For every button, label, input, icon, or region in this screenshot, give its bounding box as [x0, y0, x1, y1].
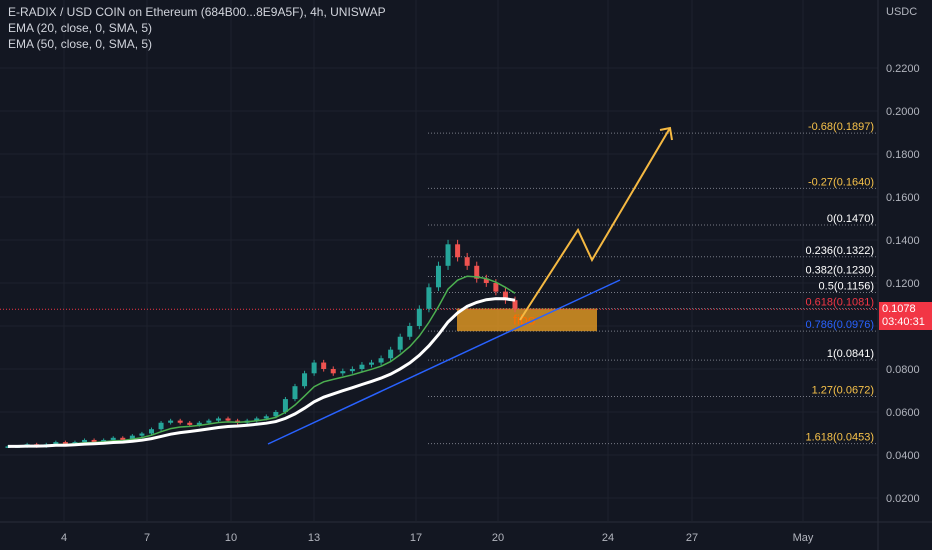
- last-price-badge: 0.1078 03:40:31: [879, 302, 932, 330]
- symbol-title[interactable]: E-RADIX / USD COIN on Ethereum (684B00..…: [8, 5, 386, 19]
- y-tick-label: 0.0400: [886, 450, 920, 462]
- candle-body: [215, 418, 221, 421]
- trendline: [267, 279, 621, 445]
- countdown-value: 03:40:31: [882, 316, 925, 328]
- candle-body: [455, 244, 461, 258]
- candle-body: [110, 437, 116, 440]
- legend: E-RADIX / USD COIN on Ethereum (684B00..…: [8, 4, 386, 52]
- candle-body: [493, 283, 499, 292]
- y-tick-label: 0.1400: [886, 235, 920, 247]
- fib-level-label: 0.236(0.1322): [806, 245, 875, 257]
- fib-level-label: 0.382(0.1230): [806, 265, 875, 277]
- fibo-zone-label: fibo: [513, 312, 536, 328]
- y-tick-label: 0.1800: [886, 149, 920, 161]
- currency-label: USDC: [886, 6, 917, 18]
- candle-body: [397, 336, 403, 350]
- fib-level-label: 1.27(0.0672): [812, 385, 874, 397]
- candle-body: [206, 420, 212, 423]
- fib-level-label: 0(0.1470): [827, 213, 874, 225]
- projection-path: [519, 127, 671, 321]
- ema50-legend[interactable]: EMA (50, close, 0, SMA, 5): [8, 37, 153, 51]
- candle-body: [435, 265, 441, 288]
- candle-body: [359, 364, 365, 369]
- candle-body: [273, 412, 279, 417]
- candle-body: [349, 369, 355, 372]
- fib-level-label: 1(0.0841): [827, 348, 874, 360]
- candle-body: [129, 435, 135, 440]
- candle-body: [330, 369, 336, 374]
- candle-body: [158, 422, 164, 430]
- ema50-line: [8, 297, 516, 448]
- candle-body: [101, 439, 107, 443]
- candle-body: [168, 420, 174, 423]
- candle-body: [177, 420, 183, 423]
- candle-body: [321, 362, 327, 369]
- last-price-value: 0.1078: [882, 303, 916, 315]
- x-tick-label: 17: [410, 532, 422, 544]
- fib-level-label: 0.618(0.1081): [806, 297, 875, 309]
- candle-body: [464, 257, 470, 266]
- candle-body: [254, 418, 260, 421]
- y-tick-label: 0.0800: [886, 364, 920, 376]
- x-tick-label: 27: [686, 532, 698, 544]
- candle-body: [311, 362, 317, 374]
- candle-body: [407, 326, 413, 337]
- candle-body: [445, 244, 451, 266]
- fibo-zone: [457, 308, 597, 332]
- projection-arrowhead: [659, 126, 673, 141]
- x-tick-label: May: [793, 532, 814, 544]
- y-tick-label: 0.0200: [886, 493, 920, 505]
- y-tick-label: 0.0600: [886, 407, 920, 419]
- candle-body: [426, 287, 432, 309]
- candle-body: [340, 371, 346, 374]
- y-tick-label: 0.2000: [886, 106, 920, 118]
- x-tick-label: 13: [308, 532, 320, 544]
- candle-body: [53, 442, 59, 445]
- candle-body: [282, 399, 288, 412]
- x-tick-label: 24: [602, 532, 614, 544]
- candle-body: [196, 422, 202, 425]
- candle-body: [82, 439, 88, 443]
- candle-body: [263, 416, 269, 419]
- candle-body: [502, 291, 508, 301]
- fib-level-label: 0.5(0.1156): [819, 280, 874, 292]
- candle-body: [416, 308, 422, 326]
- fib-level-label: -0.27(0.1640): [808, 176, 874, 188]
- x-tick-label: 7: [144, 532, 150, 544]
- candle-body: [302, 373, 308, 387]
- candle-body: [512, 300, 518, 309]
- candle-body: [378, 358, 384, 363]
- candle-body: [139, 433, 145, 436]
- candle-body: [388, 349, 394, 359]
- y-tick-label: 0.1600: [886, 192, 920, 204]
- fib-level-label: 1.618(0.0453): [806, 432, 875, 444]
- candle-body: [225, 418, 231, 421]
- x-tick-label: 4: [61, 532, 67, 544]
- fib-level-label: 0.786(0.0976): [806, 319, 875, 331]
- candle-body: [148, 429, 154, 434]
- candle-body: [187, 422, 193, 425]
- ema20-line: [8, 275, 516, 448]
- candle-body: [483, 278, 489, 283]
- candle-body: [91, 439, 97, 443]
- y-tick-label: 0.2200: [886, 63, 920, 75]
- fib-level-label: -0.68(0.1897): [808, 121, 874, 133]
- x-tick-label: 10: [225, 532, 237, 544]
- candles: [5, 239, 518, 448]
- y-tick-label: 0.1200: [886, 278, 920, 290]
- candle-body: [369, 362, 375, 365]
- ema20-legend[interactable]: EMA (20, close, 0, SMA, 5): [8, 21, 153, 35]
- candle-body: [474, 265, 480, 279]
- candle-body: [62, 442, 68, 445]
- candle-body: [120, 437, 126, 440]
- x-tick-label: 20: [492, 532, 504, 544]
- candle-body: [292, 386, 298, 400]
